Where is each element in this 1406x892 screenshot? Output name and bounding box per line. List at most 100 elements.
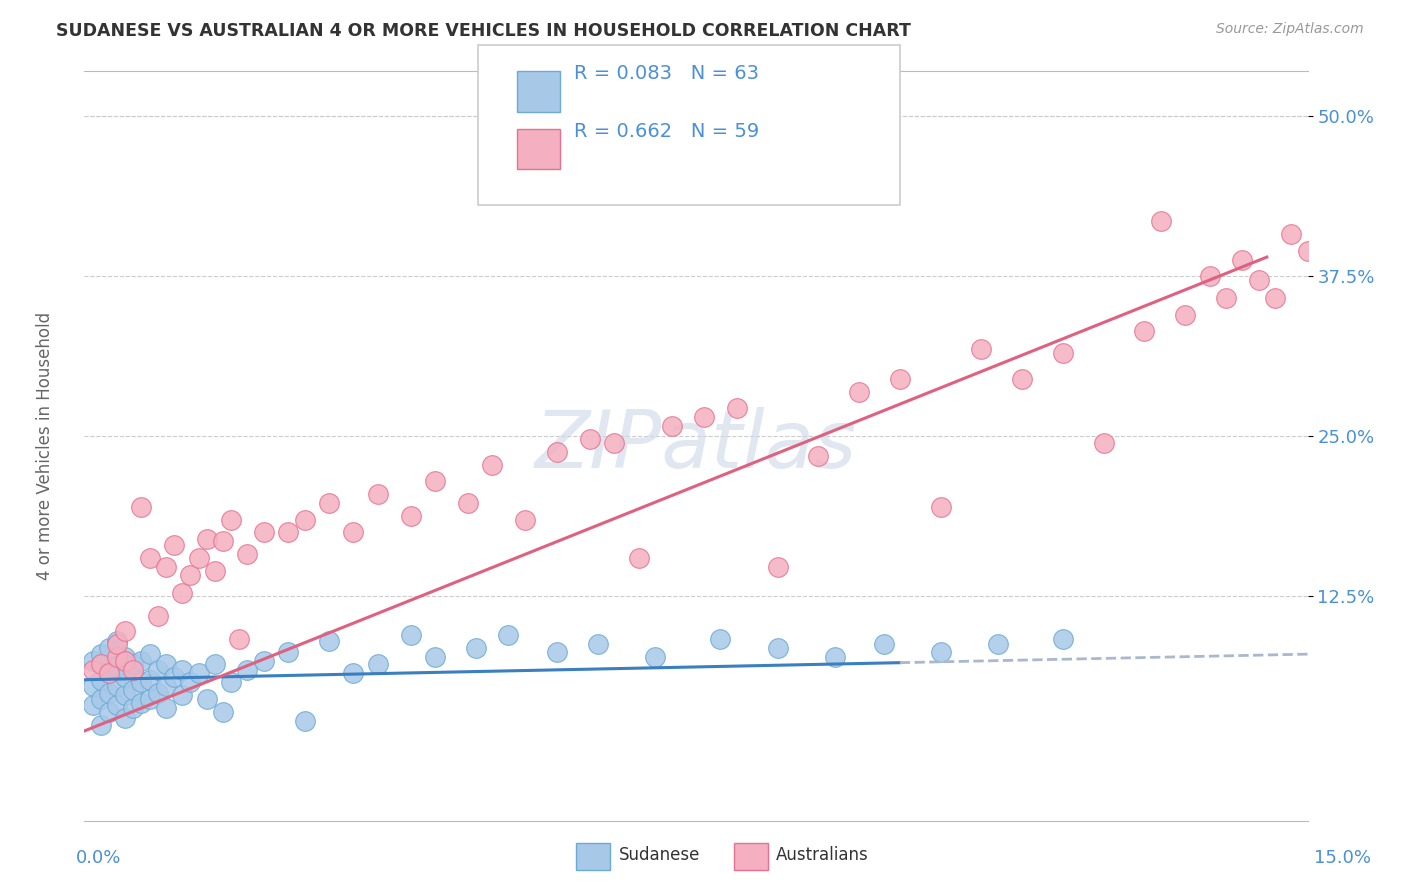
Point	[294, 714, 316, 728]
Point	[1232, 252, 1254, 267]
Point	[212, 534, 235, 549]
Point	[423, 649, 446, 664]
Point	[82, 654, 104, 668]
Point	[423, 474, 446, 488]
Text: R = 0.662   N = 59: R = 0.662 N = 59	[574, 122, 759, 141]
Point	[1247, 273, 1270, 287]
Point	[1296, 244, 1319, 258]
Point	[114, 624, 136, 638]
Point	[122, 683, 145, 698]
Point	[824, 649, 846, 664]
Point	[644, 649, 666, 664]
Point	[766, 560, 789, 574]
Point	[1150, 214, 1173, 228]
Point	[114, 711, 136, 725]
Point	[97, 640, 120, 655]
Point	[725, 401, 748, 416]
Point	[253, 654, 276, 668]
Point	[90, 657, 112, 672]
Point	[131, 675, 153, 690]
Point	[114, 688, 136, 702]
Point	[342, 525, 364, 540]
Point	[172, 663, 194, 677]
Point	[1198, 269, 1220, 284]
Point	[114, 654, 136, 668]
Point	[219, 513, 242, 527]
Point	[481, 458, 503, 472]
Point	[155, 657, 177, 672]
Point	[97, 685, 120, 699]
Point	[848, 384, 870, 399]
Point	[277, 525, 299, 540]
Point	[138, 647, 160, 661]
Point	[138, 673, 160, 687]
Point	[155, 560, 177, 574]
Point	[146, 663, 169, 677]
Point	[464, 640, 486, 655]
Point	[277, 644, 299, 658]
Point	[457, 496, 479, 510]
Point	[1215, 291, 1237, 305]
Point	[219, 675, 242, 690]
Point	[179, 675, 201, 690]
Point	[204, 657, 226, 672]
Text: 15.0%: 15.0%	[1315, 849, 1371, 867]
Point	[367, 657, 389, 672]
Point	[155, 679, 177, 693]
Point	[163, 538, 186, 552]
Point	[97, 666, 120, 681]
Point	[546, 644, 568, 658]
Point	[97, 666, 120, 681]
Point	[513, 513, 536, 527]
Point	[114, 670, 136, 684]
Point	[929, 644, 952, 658]
Point	[807, 449, 830, 463]
Point	[1052, 346, 1074, 360]
Point	[114, 649, 136, 664]
Point	[1133, 324, 1156, 338]
Point	[236, 547, 259, 561]
Point	[872, 637, 894, 651]
Point	[546, 444, 568, 458]
Point	[155, 701, 177, 715]
Point	[970, 343, 993, 357]
Point	[1052, 632, 1074, 646]
Point	[661, 419, 683, 434]
Point	[105, 649, 128, 664]
Point	[212, 705, 235, 719]
Point	[82, 679, 104, 693]
Point	[1279, 227, 1302, 241]
Point	[131, 500, 153, 514]
Point	[105, 660, 128, 674]
Text: Sudanese: Sudanese	[619, 847, 700, 864]
Point	[1264, 291, 1286, 305]
Point	[498, 628, 520, 642]
Point	[105, 698, 128, 713]
Point	[204, 564, 226, 578]
Point	[90, 673, 112, 687]
Text: Source: ZipAtlas.com: Source: ZipAtlas.com	[1216, 22, 1364, 37]
Point	[367, 487, 389, 501]
Point	[122, 657, 145, 672]
Point	[105, 679, 128, 693]
Point	[179, 567, 201, 582]
Point	[146, 608, 169, 623]
Point	[82, 663, 104, 677]
Point	[342, 666, 364, 681]
Point	[90, 717, 112, 731]
Point	[889, 372, 911, 386]
Point	[1174, 308, 1197, 322]
Point	[90, 692, 112, 706]
Point	[122, 701, 145, 715]
Point	[987, 637, 1010, 651]
Point	[105, 634, 128, 648]
Text: 0.0%: 0.0%	[76, 849, 121, 867]
Point	[90, 647, 112, 661]
Point	[586, 637, 609, 651]
Point	[709, 632, 731, 646]
Point	[318, 634, 340, 648]
Point	[399, 628, 422, 642]
Text: SUDANESE VS AUSTRALIAN 4 OR MORE VEHICLES IN HOUSEHOLD CORRELATION CHART: SUDANESE VS AUSTRALIAN 4 OR MORE VEHICLE…	[56, 22, 911, 40]
Point	[693, 410, 716, 425]
Point	[138, 551, 160, 566]
